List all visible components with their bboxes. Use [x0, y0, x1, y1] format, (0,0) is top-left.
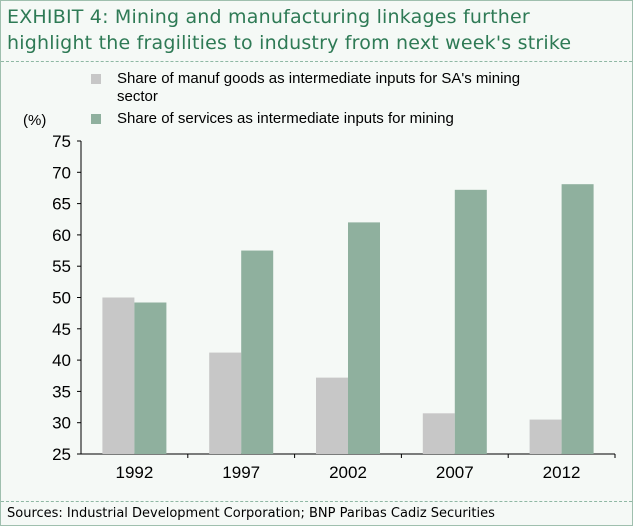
bar-services: [454, 189, 487, 454]
title-divider: [1, 61, 632, 62]
bar-services: [348, 222, 380, 454]
legend-swatch-services: [91, 114, 101, 124]
sources-note: Sources: Industrial Development Corporat…: [7, 506, 495, 521]
y-tick-label: 45: [52, 320, 71, 339]
legend-item-services: Share of services as intermediate inputs…: [91, 110, 611, 128]
bar-manuf: [316, 377, 348, 454]
y-tick-label: 70: [52, 163, 71, 182]
y-tick-label: 35: [52, 382, 71, 401]
legend-label-services: Share of services as intermediate inputs…: [117, 110, 454, 127]
y-tick-label: 55: [52, 257, 71, 276]
y-tick-label: 50: [52, 289, 71, 308]
x-tick-label: 1992: [115, 463, 153, 482]
chart-legend: Share of manuf goods as intermediate inp…: [91, 70, 611, 132]
legend-swatch-manuf: [91, 74, 101, 84]
y-tick-label: 75: [52, 132, 71, 151]
y-tick-label: 40: [52, 351, 71, 370]
y-tick-label: 60: [52, 226, 71, 245]
bar-manuf: [102, 297, 135, 454]
bar-manuf: [209, 352, 242, 454]
exhibit-title: EXHIBIT 4: Mining and manufacturing link…: [7, 4, 627, 56]
y-tick-label: 30: [52, 414, 71, 433]
bar-services: [561, 184, 594, 454]
legend-item-manuf: Share of manuf goods as intermediate inp…: [91, 70, 611, 106]
x-tick-label: 2007: [436, 463, 474, 482]
bar-chart: (%) 25 30 35 40 45 50 55 60 65 70 75 1992 1997 2002 200…: [23, 112, 616, 482]
sources-divider: [1, 501, 632, 502]
bar-services: [241, 250, 274, 454]
x-tick-label: 2012: [543, 463, 581, 482]
title-line-2: highlight the fragilities to industry fr…: [7, 32, 572, 54]
x-tick-label: 2002: [329, 463, 367, 482]
bar-services: [134, 302, 167, 454]
legend-label-manuf-line2: sector: [117, 88, 158, 105]
y-unit-label: (%): [23, 112, 46, 129]
y-tick-label: 65: [52, 195, 71, 214]
bar-manuf: [422, 413, 455, 454]
title-line-1: EXHIBIT 4: Mining and manufacturing link…: [7, 6, 530, 28]
y-tick-label: 25: [52, 445, 71, 464]
legend-label-manuf-line1: Share of manuf goods as intermediate inp…: [117, 70, 521, 87]
x-tick-label: 1997: [222, 463, 260, 482]
bar-manuf: [529, 419, 562, 454]
